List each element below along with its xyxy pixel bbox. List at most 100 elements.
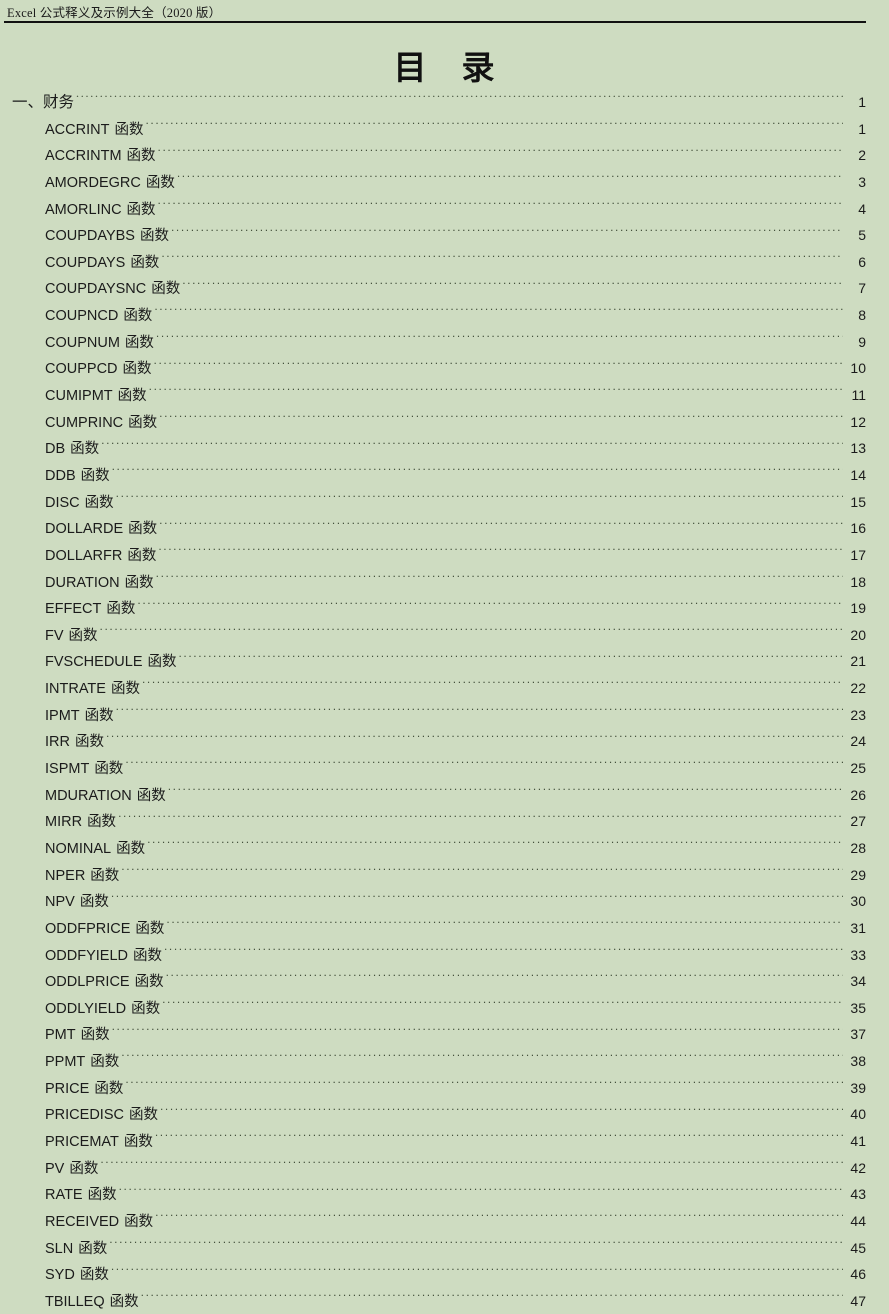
function-name: NOMINAL — [45, 840, 112, 857]
toc-entry-label: IRR 函数 — [45, 729, 106, 755]
function-label-suffix: 函数 — [69, 1160, 99, 1177]
function-name: CUMPRINC — [45, 414, 124, 431]
toc-entry-label: PMT 函数 — [45, 1022, 112, 1048]
function-label-suffix: 函数 — [151, 281, 181, 298]
toc-leader-dots — [111, 1265, 843, 1280]
toc-leader-dots — [125, 1078, 843, 1093]
toc-leader-dots — [100, 625, 843, 640]
function-label-suffix: 函数 — [116, 840, 146, 857]
toc-entry-label: ODDLPRICE 函数 — [45, 969, 166, 995]
toc-entry-label: FV 函数 — [45, 623, 100, 649]
toc-leader-dots — [109, 1238, 843, 1253]
page-title: 目 录 — [393, 51, 496, 87]
function-label-suffix: 函数 — [124, 1213, 154, 1230]
toc-page-number: 14 — [850, 466, 866, 483]
toc-leader-dots — [112, 465, 843, 480]
toc-leader-dots — [156, 572, 843, 587]
toc-page-number: 38 — [850, 1053, 866, 1070]
document-running-header: Excel 公式释义及示例大全（2020 版） — [0, 0, 889, 26]
toc-page-number: 5 — [858, 227, 866, 244]
function-label-suffix: 函数 — [84, 707, 114, 724]
toc-entry-label: INTRATE 函数 — [45, 676, 142, 702]
toc-page-number: 37 — [850, 1026, 866, 1043]
function-label-suffix: 函数 — [134, 974, 164, 991]
toc-entry-label: AMORLINC 函数 — [45, 197, 158, 223]
function-label-suffix: 函数 — [109, 1293, 139, 1310]
toc-entry-label: DURATION 函数 — [45, 570, 156, 596]
function-label-suffix: 函数 — [78, 1240, 108, 1257]
function-label-suffix: 函数 — [87, 1187, 117, 1204]
toc-entry-label: ACCRINTM 函数 — [45, 143, 158, 169]
toc-page-number: 26 — [850, 786, 866, 803]
function-name: MIRR — [45, 814, 83, 831]
toc-entry-label: COUPDAYS 函数 — [45, 250, 161, 276]
toc-leader-dots — [101, 439, 843, 454]
toc-page-number: 27 — [850, 813, 866, 830]
toc-leader-dots — [160, 1105, 843, 1120]
toc-entry-label: NPER 函数 — [45, 863, 121, 889]
toc-function-entry[interactable]: ODDFYIELD 函数 33 — [0, 942, 889, 969]
function-name: DB — [45, 441, 66, 458]
function-label-suffix: 函数 — [110, 681, 140, 698]
function-name: AMORDEGRC — [45, 174, 141, 191]
toc-page-number: 3 — [858, 173, 866, 190]
toc-leader-dots — [156, 332, 843, 347]
toc-page-number: 31 — [850, 919, 866, 936]
toc-leader-dots — [137, 599, 843, 614]
toc-entry-label: RATE 函数 — [45, 1182, 119, 1208]
function-label-suffix: 函数 — [128, 1107, 158, 1124]
toc-page-number: 10 — [850, 360, 866, 377]
table-of-contents: 一、财务1ACCRINT函数1ACCRINTM函数2AMORDEGRC函数3AM… — [0, 89, 889, 1314]
toc-leader-dots — [161, 252, 843, 267]
toc-section-entry[interactable]: 一、财务 1 — [0, 89, 889, 116]
toc-page-number: 33 — [850, 946, 866, 963]
function-name: INTRATE — [45, 681, 106, 698]
function-label-suffix: 函数 — [79, 894, 109, 911]
function-name: SYD — [45, 1267, 75, 1284]
